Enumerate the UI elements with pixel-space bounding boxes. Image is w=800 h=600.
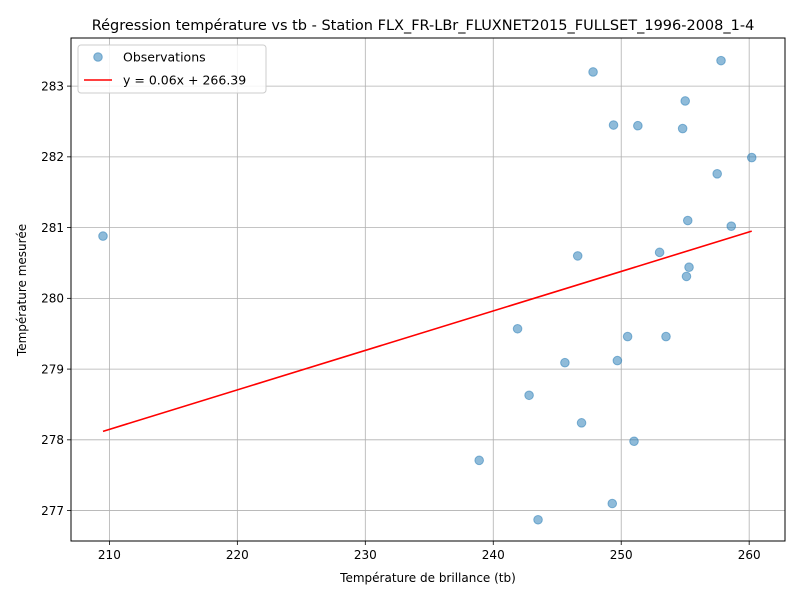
regression-line [102,230,752,433]
legend-label-observations: Observations [123,50,206,65]
data-point [746,152,757,163]
data-point [680,96,690,106]
legend-box [77,44,267,94]
data-point [533,514,543,525]
data-point [607,498,618,509]
data-point [654,247,665,258]
x-tick-label: 220 [226,548,249,562]
x-tick-label: 260 [738,548,761,562]
data-point [524,390,534,401]
x-tick-label: 250 [610,548,633,562]
data-point [681,271,692,282]
data-point [677,123,688,134]
y-tick-label: 279 [41,362,64,376]
grid-lines [71,38,785,541]
y-axis-label: Température mesurée [15,224,29,357]
regression-line-layer [102,230,752,433]
data-point [682,215,693,226]
data-point [629,436,639,447]
scatter-points [98,55,757,525]
legend: Observations y = 0.06x + 266.39 [77,44,267,94]
data-point [576,418,587,428]
data-point [716,55,726,66]
plot-frame [70,37,786,542]
data-point [726,221,737,231]
data-point [98,231,108,241]
x-tick-label: 230 [354,548,377,562]
axis-ticks: 210 220 230 240 250 260 277 278 279 280 281 282 283 [41,79,761,562]
data-point [474,455,484,466]
x-tick-label: 240 [482,548,505,562]
data-point [512,323,523,334]
data-point [572,251,583,261]
data-point [588,67,598,77]
legend-marker-observations [93,52,103,62]
y-tick-label: 282 [41,150,64,164]
chart-title: Régression température vs tb - Station F… [92,18,755,34]
y-tick-label: 283 [41,79,64,93]
y-tick-label: 280 [41,292,64,306]
x-tick-label: 210 [98,548,121,562]
y-tick-label: 277 [41,504,64,518]
data-point [684,262,694,273]
data-point [633,120,643,131]
data-point [661,331,671,342]
y-tick-label: 281 [41,221,64,235]
y-tick-label: 278 [41,433,64,447]
data-point [608,120,619,130]
data-point [712,169,722,179]
data-point [622,331,633,342]
x-axis-label: Température de brillance (tb) [339,571,516,585]
legend-label-regression: y = 0.06x + 266.39 [123,73,246,88]
data-point [612,355,623,366]
data-point [560,357,570,368]
